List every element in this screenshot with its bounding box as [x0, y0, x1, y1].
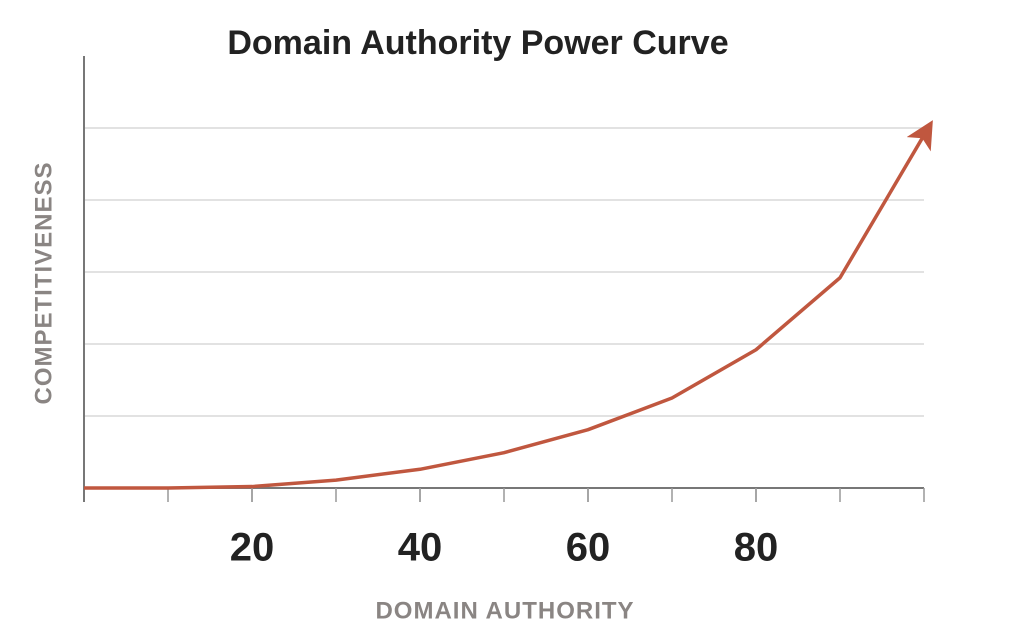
x-tick-label: 80: [734, 526, 779, 570]
chart-title: Domain Authority Power Curve: [227, 24, 728, 62]
x-tick-label: 60: [566, 526, 611, 570]
line-series: [84, 120, 933, 490]
x-tick-label: 40: [398, 526, 443, 570]
x-tick-label: 20: [230, 526, 275, 570]
y-axis-label: COMPETITIVENESS: [30, 161, 57, 404]
x-axis-label: DOMAIN AUTHORITY: [375, 597, 634, 624]
